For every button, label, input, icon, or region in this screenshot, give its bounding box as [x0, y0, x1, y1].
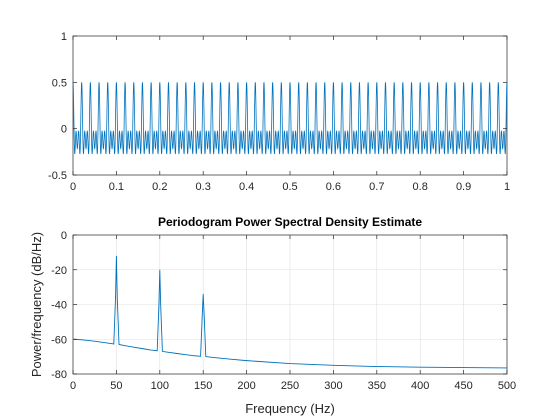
ax1-x-tick-label: 0: [70, 181, 76, 193]
signal-plot-area: [72, 35, 508, 176]
ax2-x-tick-label: 450: [454, 380, 472, 392]
psd-lines: [72, 255, 508, 369]
psd-x-axis-label: Frequency (Hz): [245, 401, 335, 416]
ax1-x-tick-label: 1: [504, 181, 510, 193]
ax1-x-tick-label: 0.9: [456, 181, 471, 193]
psd-y-axis-label: Power/frequency (dB/Hz): [29, 232, 44, 377]
ax1-x-tick-label: 0.6: [326, 181, 341, 193]
ax1-x-tick-label: 0.3: [196, 181, 211, 193]
signal-axes: 0 0.1 0.2 0.3 0.4 0.5 0.6 0.7 0.8 0.9 1-0.500.51: [48, 31, 510, 193]
ax2-x-tick-label: 50: [110, 380, 122, 392]
ax2-y-tick-label: -60: [51, 334, 67, 346]
ax2-y-tick-label: -80: [51, 369, 67, 381]
ax1-x-tick-label: 0.4: [239, 181, 254, 193]
ax1-y-tick-label: 0.5: [52, 77, 67, 89]
ax1-x-tick-label: 0.5: [282, 181, 297, 193]
ax1-x-tick-label: 0.7: [369, 181, 384, 193]
ax2-y-tick-label: 0: [61, 230, 67, 242]
ax2-x-tick-label: 400: [411, 380, 429, 392]
ax1-y-tick-label: 1: [61, 31, 67, 43]
psd-grid: [73, 235, 507, 374]
ax2-y-tick-label: -40: [51, 300, 67, 312]
psd-series-line: [72, 255, 508, 369]
signal-lines: [72, 82, 508, 155]
ax1-y-tick-label: -0.5: [48, 170, 67, 182]
ax2-y-tick-label: -20: [51, 265, 67, 277]
psd-tick-labels: 0 50 100 150 200 250 300 350 400 450 500 0 -20 -40 -60…: [51, 230, 516, 392]
ax2-x-tick-label: 500: [498, 380, 516, 392]
ax2-x-tick-label: 200: [237, 380, 255, 392]
psd-axes: Periodogram Power Spectral Density Estim…: [29, 215, 516, 416]
ax2-x-tick-label: 0: [70, 380, 76, 392]
ax1-x-tick-label: 0.1: [109, 181, 124, 193]
ax1-y-tick-label: 0: [61, 124, 67, 136]
ax2-x-tick-label: 350: [368, 380, 386, 392]
ax2-x-tick-label: 250: [281, 380, 299, 392]
ax2-x-tick-label: 150: [194, 380, 212, 392]
signal-tick-labels: 0 0.1 0.2 0.3 0.4 0.5 0.6 0.7 0.8 0.9 1-0.500.51: [48, 31, 510, 193]
ax2-x-tick-label: 300: [324, 380, 342, 392]
ax1-x-tick-label: 0.8: [413, 181, 428, 193]
ax1-x-tick-label: 0.2: [152, 181, 167, 193]
psd-ticks: [72, 234, 508, 375]
signal-ticks: [72, 35, 508, 176]
signal-series-line: [72, 82, 508, 155]
ax2-x-tick-label: 100: [151, 380, 169, 392]
psd-title: Periodogram Power Spectral Density Estim…: [158, 215, 422, 229]
